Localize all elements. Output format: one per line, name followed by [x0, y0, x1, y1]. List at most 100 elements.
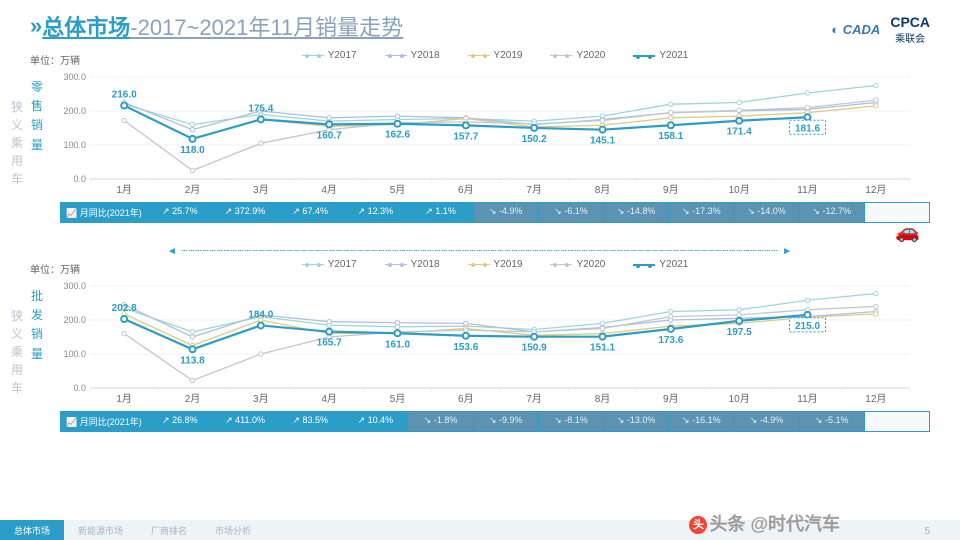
- yoy-cell: ↗ 411.0%: [212, 412, 277, 431]
- yoy-cell: ↗ 372.9%: [212, 203, 277, 222]
- yoy-cell: ↘ -4.9%: [473, 203, 538, 222]
- car-icon: 🚗: [895, 221, 920, 243]
- svg-text:3月: 3月: [253, 184, 269, 196]
- yoy-cell: ↗ 1.1%: [407, 203, 472, 222]
- retail-legend: Y2017 Y2018 Y2019 Y2020 Y2021: [60, 48, 930, 61]
- yoy-cell: ↗ 67.4%: [277, 203, 342, 222]
- wholesale-legend: Y2017 Y2018 Y2019 Y2020 Y2021: [60, 257, 930, 270]
- svg-text:10月: 10月: [729, 184, 750, 196]
- svg-text:8月: 8月: [595, 184, 611, 196]
- wholesale-line-chart: 0.0100.0200.0300.01月2月3月4月5月6月7月8月9月10月1…: [60, 270, 930, 410]
- svg-text:5月: 5月: [390, 184, 406, 196]
- page-number: 5: [924, 526, 930, 537]
- svg-text:118.0: 118.0: [180, 145, 205, 156]
- svg-text:150.2: 150.2: [522, 134, 547, 145]
- svg-text:1月: 1月: [116, 393, 132, 405]
- brand-logos: ◐ CADA CPCA乘联会: [831, 14, 930, 45]
- svg-text:171.4: 171.4: [727, 127, 752, 138]
- svg-text:197.5: 197.5: [727, 327, 752, 338]
- svg-text:9月: 9月: [663, 393, 679, 405]
- wholesale-chart-block: Y2017 Y2018 Y2019 Y2020 Y2021 单位：万辆 狭义乘用…: [0, 257, 960, 410]
- yoy-cell: ↘ -13.0%: [603, 412, 668, 431]
- svg-text:12月: 12月: [865, 393, 886, 405]
- yoy-head: 📈 月同比(2021年): [61, 412, 147, 431]
- svg-text:6月: 6月: [458, 184, 474, 196]
- svg-text:200.0: 200.0: [63, 106, 86, 116]
- svg-text:4月: 4月: [321, 393, 337, 405]
- yoy-cell: ↘ -17.3%: [668, 203, 733, 222]
- svg-text:160.7: 160.7: [317, 130, 342, 141]
- yoy-cell: ↗ 12.3%: [342, 203, 407, 222]
- yoy-cell: ↘ -14.0%: [733, 203, 798, 222]
- yoy-cell: ↘ -8.1%: [538, 412, 603, 431]
- page-title-main: 总体市场: [42, 15, 130, 40]
- yoy-cell: ↗ 83.5%: [277, 412, 342, 431]
- yoy-cell: ↗ 25.7%: [147, 203, 212, 222]
- svg-text:184.0: 184.0: [248, 309, 273, 320]
- legend-item: Y2021: [633, 50, 688, 61]
- svg-text:0.0: 0.0: [73, 174, 86, 184]
- svg-text:215.0: 215.0: [795, 321, 820, 332]
- legend-item: Y2021: [633, 259, 688, 270]
- legend-item: Y2020: [550, 50, 605, 61]
- retail-unit-label: 单位：万辆: [30, 52, 80, 67]
- svg-text:173.6: 173.6: [658, 335, 683, 346]
- svg-text:1月: 1月: [116, 184, 132, 196]
- footer-tab[interactable]: 新能源市场: [64, 520, 137, 540]
- svg-text:3月: 3月: [253, 393, 269, 405]
- svg-text:12月: 12月: [865, 184, 886, 196]
- svg-text:165.7: 165.7: [317, 338, 342, 349]
- svg-text:300.0: 300.0: [63, 281, 86, 291]
- svg-text:100.0: 100.0: [63, 140, 86, 150]
- yoy-cell: ↘ -1.8%: [407, 412, 472, 431]
- legend-item: Y2017: [302, 50, 357, 61]
- svg-text:100.0: 100.0: [63, 349, 86, 359]
- svg-text:200.0: 200.0: [63, 315, 86, 325]
- wholesale-unit-label: 单位：万辆: [30, 261, 80, 276]
- title-chevron: »: [30, 13, 36, 39]
- svg-text:0.0: 0.0: [73, 383, 86, 393]
- yoy-cell: ↗ 26.8%: [147, 412, 212, 431]
- yoy-cell: ↘ -12.7%: [799, 203, 864, 222]
- watermark: 头头条 @时代汽车: [689, 510, 840, 536]
- svg-text:300.0: 300.0: [63, 72, 86, 82]
- yoy-cell: ↘ -14.8%: [603, 203, 668, 222]
- svg-text:2月: 2月: [185, 184, 201, 196]
- svg-text:11月: 11月: [797, 393, 817, 405]
- retail-chart-block: Y2017 Y2018 Y2019 Y2020 Y2021 单位：万辆 狭义乘用…: [0, 48, 960, 201]
- retail-side-pre: 狭义乘用车: [10, 98, 24, 188]
- legend-item: Y2019: [468, 50, 523, 61]
- svg-text:153.6: 153.6: [453, 342, 478, 353]
- svg-text:216.0: 216.0: [112, 90, 137, 101]
- footer-tab[interactable]: 市场分析: [201, 520, 265, 540]
- svg-text:157.7: 157.7: [453, 131, 478, 142]
- wholesale-side-pre: 狭义乘用车: [10, 307, 24, 397]
- svg-text:161.0: 161.0: [385, 339, 410, 350]
- legend-item: Y2018: [385, 50, 440, 61]
- svg-text:4月: 4月: [321, 184, 337, 196]
- svg-text:175.4: 175.4: [248, 103, 273, 114]
- legend-item: Y2018: [385, 259, 440, 270]
- svg-text:162.6: 162.6: [385, 130, 410, 141]
- cpca-logo-sub: 乘联会: [890, 30, 930, 45]
- svg-text:151.1: 151.1: [590, 343, 615, 354]
- footer-tab[interactable]: 总体市场: [0, 520, 64, 540]
- cada-logo: ◐ CADA: [831, 22, 880, 37]
- legend-item: Y2017: [302, 259, 357, 270]
- yoy-head: 📈 月同比(2021年): [61, 203, 147, 222]
- svg-text:10月: 10月: [729, 393, 750, 405]
- yoy-cell: ↗ 10.4%: [342, 412, 407, 431]
- svg-text:158.1: 158.1: [658, 131, 683, 142]
- svg-text:113.8: 113.8: [180, 355, 205, 366]
- yoy-cell: ↘ -6.1%: [538, 203, 603, 222]
- wholesale-side-label: 批发销量: [28, 287, 46, 364]
- svg-text:7月: 7月: [526, 184, 542, 196]
- wholesale-yoy-row: 📈 月同比(2021年)↗ 26.8%↗ 411.0%↗ 83.5%↗ 10.4…: [60, 411, 930, 432]
- legend-item: Y2020: [550, 259, 605, 270]
- svg-text:6月: 6月: [458, 393, 474, 405]
- cpca-logo: CPCA: [890, 14, 930, 30]
- footer-tab[interactable]: 厂商排名: [137, 520, 201, 540]
- svg-text:202.8: 202.8: [112, 303, 137, 314]
- svg-text:2月: 2月: [185, 393, 201, 405]
- svg-text:9月: 9月: [663, 184, 679, 196]
